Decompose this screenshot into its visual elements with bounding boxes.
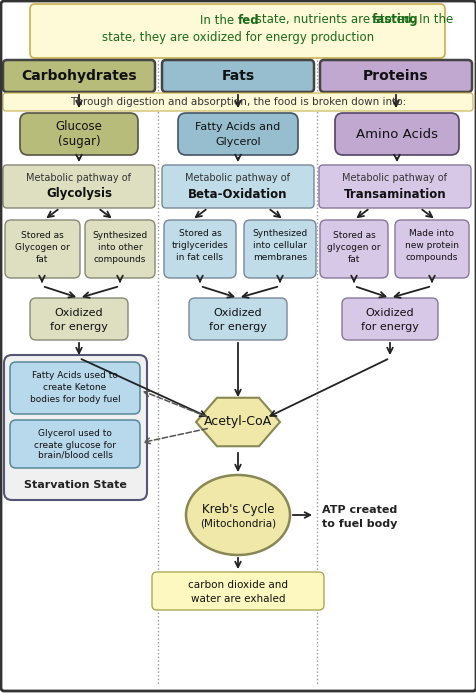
Text: compounds: compounds <box>405 252 457 261</box>
Text: glycogen or: glycogen or <box>327 243 380 252</box>
FancyBboxPatch shape <box>3 60 155 92</box>
Text: in fat cells: in fat cells <box>176 252 223 261</box>
Text: fasting: fasting <box>371 13 417 26</box>
Text: (Mitochondria): (Mitochondria) <box>199 519 276 529</box>
Text: Fatty Acids and: Fatty Acids and <box>195 122 280 132</box>
Text: Proteins: Proteins <box>362 69 428 83</box>
Text: Kreb's Cycle: Kreb's Cycle <box>201 504 274 516</box>
Text: (sugar): (sugar) <box>58 136 100 148</box>
Text: Fats: Fats <box>221 69 254 83</box>
FancyBboxPatch shape <box>30 4 444 58</box>
FancyBboxPatch shape <box>318 165 470 208</box>
Text: new protein: new protein <box>404 240 458 249</box>
Text: Glycolysis: Glycolysis <box>46 188 112 200</box>
Text: fat: fat <box>36 254 48 263</box>
Text: water are exhaled: water are exhaled <box>190 594 285 604</box>
Text: Carbohydrates: Carbohydrates <box>21 69 137 83</box>
Text: fed: fed <box>238 13 259 26</box>
Text: brain/blood cells: brain/blood cells <box>38 450 112 459</box>
Text: Oxidized: Oxidized <box>213 308 262 318</box>
Text: to fuel body: to fuel body <box>322 519 397 529</box>
FancyBboxPatch shape <box>162 165 313 208</box>
Text: compounds: compounds <box>94 254 146 263</box>
Text: triglycerides: triglycerides <box>171 240 228 249</box>
Text: Stored as: Stored as <box>178 229 221 238</box>
Text: into cellular: into cellular <box>253 240 306 249</box>
Ellipse shape <box>186 475 289 555</box>
Text: for energy: for energy <box>360 322 418 332</box>
Text: create Ketone: create Ketone <box>43 383 107 392</box>
FancyBboxPatch shape <box>3 165 155 208</box>
Text: Beta-Oxidation: Beta-Oxidation <box>188 188 287 200</box>
FancyBboxPatch shape <box>244 220 315 278</box>
Text: state, nutrients are stored; In the: state, nutrients are stored; In the <box>251 13 456 26</box>
FancyBboxPatch shape <box>20 113 138 155</box>
Text: ATP created: ATP created <box>322 505 397 515</box>
Text: create glucose for: create glucose for <box>34 441 116 450</box>
Text: Synthesized: Synthesized <box>252 229 307 238</box>
Text: Synthesized: Synthesized <box>92 231 147 240</box>
Text: Acetyl-CoA: Acetyl-CoA <box>204 416 271 428</box>
Text: carbon dioxide and: carbon dioxide and <box>188 580 288 590</box>
Text: Amino Acids: Amino Acids <box>355 128 437 141</box>
FancyBboxPatch shape <box>394 220 468 278</box>
FancyBboxPatch shape <box>152 572 323 610</box>
Text: for energy: for energy <box>208 322 267 332</box>
Text: fat: fat <box>347 254 359 263</box>
Text: Glucose: Glucose <box>55 121 102 134</box>
FancyBboxPatch shape <box>319 220 387 278</box>
Text: Metabolic pathway of: Metabolic pathway of <box>27 173 131 183</box>
Text: Metabolic pathway of: Metabolic pathway of <box>185 173 290 183</box>
Text: Glycerol used to: Glycerol used to <box>38 428 112 437</box>
Text: Starvation State: Starvation State <box>23 480 126 490</box>
Text: Oxidized: Oxidized <box>55 308 103 318</box>
FancyBboxPatch shape <box>319 60 471 92</box>
FancyBboxPatch shape <box>10 362 140 414</box>
FancyBboxPatch shape <box>85 220 155 278</box>
FancyBboxPatch shape <box>188 298 287 340</box>
FancyBboxPatch shape <box>341 298 437 340</box>
Text: for energy: for energy <box>50 322 108 332</box>
Text: bodies for body fuel: bodies for body fuel <box>30 394 120 403</box>
FancyBboxPatch shape <box>334 113 458 155</box>
Text: Stored as: Stored as <box>20 231 63 240</box>
FancyBboxPatch shape <box>162 60 313 92</box>
Text: Fatty Acids used to: Fatty Acids used to <box>32 371 118 380</box>
FancyBboxPatch shape <box>30 298 128 340</box>
Text: into other: into other <box>98 243 142 252</box>
FancyBboxPatch shape <box>164 220 236 278</box>
Text: Glycerol: Glycerol <box>215 137 260 147</box>
FancyBboxPatch shape <box>5 220 80 278</box>
Text: Stored as: Stored as <box>332 231 375 240</box>
Polygon shape <box>196 398 279 446</box>
Text: membranes: membranes <box>252 252 307 261</box>
Text: Oxidized: Oxidized <box>365 308 414 318</box>
Text: state, they are oxidized for energy production: state, they are oxidized for energy prod… <box>102 31 373 44</box>
Text: Glycogen or: Glycogen or <box>15 243 69 252</box>
Text: Made into: Made into <box>408 229 454 238</box>
Text: In the: In the <box>200 13 238 26</box>
Text: Transamination: Transamination <box>343 188 446 200</box>
FancyBboxPatch shape <box>4 355 147 500</box>
Text: Through digestion and absorption, the food is broken down into:: Through digestion and absorption, the fo… <box>69 97 405 107</box>
FancyBboxPatch shape <box>3 93 472 111</box>
FancyBboxPatch shape <box>10 420 140 468</box>
FancyBboxPatch shape <box>178 113 298 155</box>
Text: Metabolic pathway of: Metabolic pathway of <box>342 173 446 183</box>
